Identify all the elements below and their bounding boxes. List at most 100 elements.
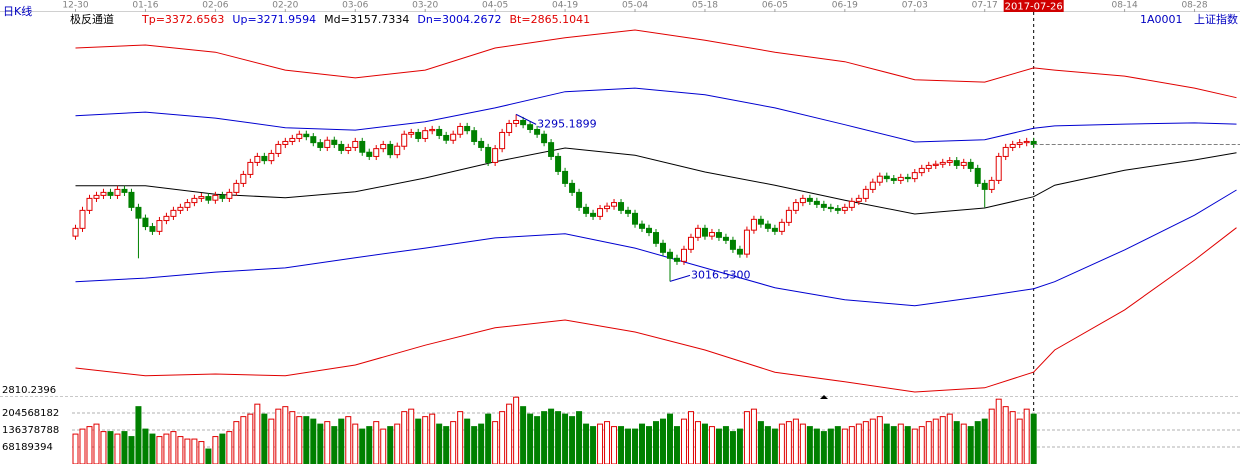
candle-body xyxy=(918,167,925,174)
candle-body xyxy=(429,128,436,132)
volume-bar xyxy=(163,433,170,464)
legend-entry: Md=3157.7334 xyxy=(324,13,409,26)
volume-bar xyxy=(659,418,666,464)
candle-body xyxy=(324,139,331,148)
candle-body xyxy=(541,133,548,144)
volume-bar xyxy=(359,428,366,464)
volume-bar xyxy=(569,416,576,464)
volume-bar xyxy=(422,416,429,464)
candle-body xyxy=(680,248,687,262)
x-tick-label: 04-19 xyxy=(552,1,578,11)
volume-bar xyxy=(666,413,673,464)
candle-body xyxy=(254,155,261,163)
volume-bar xyxy=(114,433,121,464)
candle-body xyxy=(114,188,121,196)
candle-body xyxy=(715,232,722,238)
volume-bar xyxy=(583,423,590,464)
volume-bar xyxy=(883,423,890,464)
candle-body xyxy=(1023,140,1030,144)
volume-bar xyxy=(184,438,191,464)
candle-body xyxy=(464,125,471,132)
volume-bar xyxy=(639,423,646,464)
annotation-leader xyxy=(515,113,537,125)
candle-body xyxy=(401,133,408,147)
volume-bar xyxy=(1016,418,1023,464)
volume-bar xyxy=(967,426,974,464)
volume-bar xyxy=(687,411,694,464)
volume-tick-label: 204568182 xyxy=(2,408,59,419)
candle-body xyxy=(128,191,135,208)
candle-body xyxy=(457,125,464,135)
volume-bar xyxy=(282,406,289,464)
y-tick-label: 2810.2396 xyxy=(2,385,56,396)
volume-bar xyxy=(618,426,625,464)
candle-body xyxy=(729,239,736,250)
volume-bar xyxy=(317,423,324,464)
volume-bar xyxy=(1009,411,1016,464)
volume-bar xyxy=(1030,413,1037,464)
volume-bar xyxy=(932,418,939,464)
x-tick-label: 07-03 xyxy=(902,1,928,11)
candle-body xyxy=(827,206,834,210)
volume-bar xyxy=(86,426,93,464)
candle-body xyxy=(855,197,862,202)
volume-bar xyxy=(268,418,275,464)
candle-body xyxy=(506,122,513,133)
candle-body xyxy=(1002,146,1009,157)
candle-body xyxy=(646,227,653,234)
candle-body xyxy=(562,170,569,184)
volume-bar xyxy=(590,426,597,464)
volume-bar xyxy=(785,421,792,464)
volume-bar xyxy=(918,426,925,464)
candle-body xyxy=(387,143,394,156)
volume-bar xyxy=(750,408,757,464)
volume-bar xyxy=(848,426,855,464)
volume-bar xyxy=(520,406,527,464)
candle-body xyxy=(184,202,191,208)
candle-body xyxy=(639,223,646,229)
symbol: 1A0001 xyxy=(1140,13,1183,26)
volume-bar xyxy=(673,426,680,464)
candle-body xyxy=(960,161,967,166)
volume-bar xyxy=(764,426,771,464)
candle-body xyxy=(198,196,205,199)
volume-bar xyxy=(191,438,198,464)
volume-bar xyxy=(869,418,876,464)
candle-body xyxy=(687,236,694,250)
candle-body xyxy=(778,221,785,232)
volume-bar xyxy=(876,416,883,464)
volume-bar xyxy=(100,431,107,464)
volume-bar xyxy=(198,441,205,464)
volume-bar xyxy=(960,423,967,464)
volume-bar xyxy=(534,416,541,464)
x-tick-label: 01-16 xyxy=(132,1,158,11)
candle-body xyxy=(373,148,380,157)
x-tick-label: 08-14 xyxy=(1112,1,1138,11)
candle-body xyxy=(848,200,855,208)
volume-bar xyxy=(247,413,254,464)
volume-bar xyxy=(911,428,918,464)
volume-bar xyxy=(897,423,904,464)
candle-body xyxy=(764,223,771,229)
volume-bar xyxy=(827,428,834,464)
volume-tick-label: 136378788 xyxy=(2,425,59,436)
candle-body xyxy=(79,209,86,229)
volume-bar xyxy=(436,423,443,464)
volume-bar xyxy=(646,426,653,464)
candle-body xyxy=(352,140,359,148)
instrument-name: 上证指数 xyxy=(1194,12,1238,26)
candle-body xyxy=(478,140,485,148)
volume-bar xyxy=(149,433,156,464)
candle-body xyxy=(869,181,876,190)
candle-body xyxy=(226,191,233,199)
volume-bar xyxy=(408,408,415,464)
candle-body xyxy=(366,151,373,157)
candle-body xyxy=(240,173,247,184)
candle-body xyxy=(625,209,632,214)
volume-bar xyxy=(338,418,345,464)
candle-body xyxy=(932,163,939,166)
candle-body xyxy=(771,227,778,232)
volume-bar xyxy=(240,416,247,464)
x-tick-label: 03-06 xyxy=(342,1,368,11)
indicator-name: 极反通道 xyxy=(70,12,114,26)
